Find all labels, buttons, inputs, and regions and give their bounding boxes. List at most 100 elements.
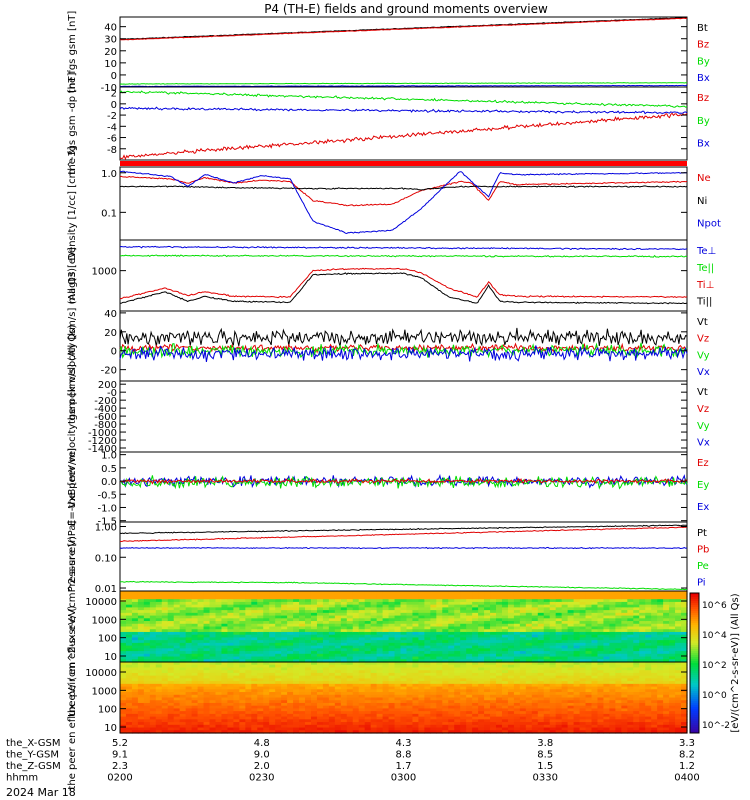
heatmap-cell (627, 689, 634, 693)
heatmap-cell (257, 662, 264, 666)
heatmap-cell (167, 662, 175, 666)
heatmap-cell (173, 642, 181, 647)
heatmap-cell (573, 645, 581, 649)
heatmap-cell (681, 659, 688, 663)
heatmap-cell (358, 634, 366, 639)
heatmap-cell (275, 681, 282, 685)
heatmap-cell (597, 708, 605, 712)
heatmap-cell (209, 670, 217, 674)
heatmap-cell (394, 648, 402, 652)
heatmap-cell (293, 626, 300, 630)
heatmap-cell (376, 591, 384, 595)
heatmap-cell (501, 670, 509, 674)
heatmap-cell (519, 645, 527, 649)
heatmap-cell (400, 615, 408, 619)
heatmap-cell (346, 730, 354, 734)
heatmap-cell (555, 596, 563, 600)
heatmap-cell (346, 686, 354, 690)
heatmap-cell (120, 667, 127, 671)
heatmap-cell (364, 612, 372, 617)
heatmap-cell (221, 645, 229, 649)
heatmap-cell (120, 607, 127, 611)
heatmap-cell (275, 664, 282, 669)
heatmap-cell (215, 591, 223, 595)
heatmap-cell (525, 713, 533, 718)
heatmap-cell (263, 719, 270, 723)
heatmap-cell (501, 648, 509, 652)
heatmap-cell (394, 719, 402, 723)
heatmap-cell (125, 659, 133, 663)
heatmap-cell (322, 730, 330, 734)
heatmap-cell (233, 667, 240, 671)
heatmap-cell (460, 659, 467, 663)
heatmap-cell (293, 596, 300, 600)
heatmap-cell (669, 640, 676, 644)
heatmap-cell (233, 596, 240, 600)
heatmap-cell (394, 601, 402, 606)
heatmap-cell (549, 623, 557, 628)
heatmap-cell (609, 675, 616, 679)
heatmap-cell (519, 662, 527, 666)
heatmap-cell (519, 623, 527, 628)
heatmap-cell (209, 645, 217, 649)
heatmap-cell (149, 675, 157, 679)
heatmap-cell (525, 623, 533, 628)
heatmap-cell (120, 659, 127, 663)
heatmap-cell (573, 612, 581, 617)
heatmap-cell (275, 621, 282, 625)
heatmap-cell (322, 694, 330, 699)
heatmap-cell (269, 653, 276, 658)
heatmap-cell (340, 637, 348, 641)
heatmap-cell (412, 596, 420, 600)
heatmap-cell (287, 686, 294, 690)
heatmap-cell (615, 692, 622, 696)
heatmap-cell (442, 700, 449, 704)
heatmap-cell (424, 618, 431, 622)
heatmap-cell (496, 686, 503, 690)
heatmap-cell (579, 629, 587, 633)
heatmap-cell (573, 681, 581, 685)
heatmap-cell (639, 612, 646, 617)
heatmap-cell (293, 637, 300, 641)
heatmap-cell (531, 651, 539, 655)
heatmap-cell (669, 645, 676, 649)
heatmap-cell (454, 645, 461, 649)
heatmap-cell (501, 672, 509, 677)
heatmap-cell (251, 692, 258, 696)
heatmap-cell (155, 634, 163, 639)
heatmap-cell (627, 591, 634, 595)
heatmap-cell (185, 623, 193, 628)
heatmap-cell (299, 678, 306, 682)
heatmap-cell (531, 642, 539, 647)
heatmap-cell (191, 591, 199, 595)
heatmap-cell (591, 596, 599, 600)
heatmap-cell (275, 599, 282, 603)
heatmap-cell (531, 648, 539, 652)
heatmap-cell (287, 694, 294, 699)
heatmap-cell (340, 713, 348, 718)
heatmap-cell (227, 637, 234, 641)
heatmap-cell (215, 711, 223, 715)
heatmap-cell (579, 678, 587, 682)
legend-Pi: Pi (697, 577, 706, 588)
heatmap-cell (281, 719, 288, 723)
heatmap-cell (125, 653, 133, 658)
heatmap-cell (657, 631, 664, 636)
heatmap-cell (639, 637, 646, 641)
heatmap-cell (454, 664, 461, 669)
heatmap-cell (310, 711, 318, 715)
heatmap-cell (466, 713, 473, 718)
heatmap-cell (645, 681, 652, 685)
heatmap-cell (615, 634, 622, 639)
heatmap-cell (573, 689, 581, 693)
heatmap-cell (227, 689, 234, 693)
heatmap-cell (179, 694, 187, 699)
heatmap-cell (293, 716, 300, 720)
heatmap-cell (143, 621, 151, 625)
heatmap-cell (537, 604, 545, 608)
heatmap-cell (531, 694, 539, 699)
heatmap-cell (591, 692, 599, 696)
heatmap-cell (507, 700, 515, 704)
heatmap-cell (501, 618, 509, 622)
heatmap-cell (621, 694, 628, 699)
